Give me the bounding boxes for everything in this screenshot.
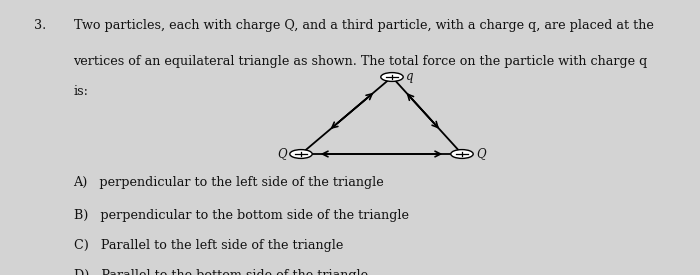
Text: vertices of an equilateral triangle as shown. The total force on the particle wi: vertices of an equilateral triangle as s… (74, 55, 648, 68)
Text: Two particles, each with charge Q, and a third particle, with a charge q, are pl: Two particles, each with charge Q, and a… (74, 19, 653, 32)
Circle shape (451, 150, 473, 158)
Text: q: q (406, 70, 414, 83)
Text: Q: Q (476, 147, 486, 160)
Circle shape (290, 150, 312, 158)
Text: D)   Parallel to the bottom side of the triangle: D) Parallel to the bottom side of the tr… (74, 270, 368, 275)
Text: A)   perpendicular to the left side of the triangle: A) perpendicular to the left side of the… (74, 176, 384, 189)
Text: Q: Q (277, 147, 287, 160)
Text: 3.: 3. (34, 19, 46, 32)
Text: B)   perpendicular to the bottom side of the triangle: B) perpendicular to the bottom side of t… (74, 209, 409, 222)
Text: is:: is: (74, 85, 88, 98)
Text: C)   Parallel to the left side of the triangle: C) Parallel to the left side of the tria… (74, 239, 343, 252)
Circle shape (381, 73, 403, 81)
